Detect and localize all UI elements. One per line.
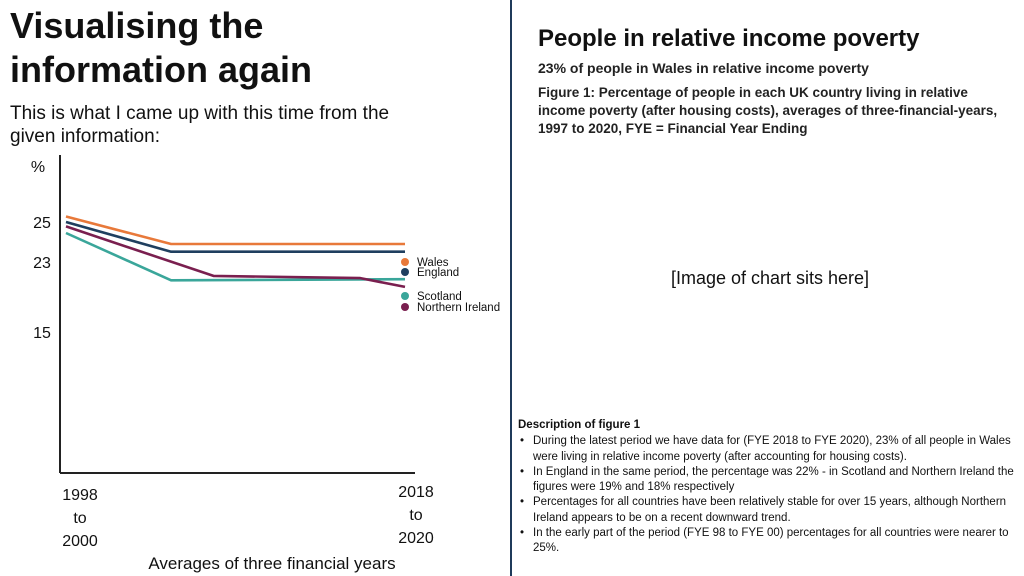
legend-label: England	[417, 267, 459, 279]
panel-divider	[510, 0, 512, 576]
figure-caption: Figure 1: Percentage of people in each U…	[538, 85, 998, 136]
legend-label: Northern Ireland	[417, 302, 500, 314]
legend-label: Wales	[417, 257, 449, 269]
y-tick-label: 15	[33, 325, 51, 342]
legend-label: Scotland	[417, 291, 462, 303]
legend-marker-scotland	[401, 292, 409, 300]
right-panel: People in relative income poverty 23% of…	[512, 0, 1024, 576]
legend-marker-england	[401, 268, 409, 276]
description-bullet: Percentages for all countries have been …	[518, 495, 1018, 526]
x-axis-label: Averages of three financial years	[148, 554, 395, 573]
series-line-wales	[65, 215, 405, 246]
y-tick-label: 25	[33, 215, 51, 232]
legend-marker-wales	[401, 258, 409, 266]
x-tick-label: 2018 to 2020	[398, 484, 434, 547]
series-line-scotland	[65, 231, 406, 282]
chart-placeholder: [Image of chart sits here]	[670, 268, 870, 288]
page-title: Visualising the information again	[10, 5, 313, 90]
section-title: People in relative income poverty	[538, 25, 920, 52]
figure-description: Description of figure 1 During the lates…	[518, 418, 1018, 557]
series-line-england	[65, 220, 405, 253]
description-bullet: In England in the same period, the perce…	[518, 465, 1018, 496]
description-title: Description of figure 1	[518, 419, 641, 431]
series-line-northern-ireland	[65, 225, 406, 289]
legend-marker-northern-ireland	[401, 303, 409, 311]
y-tick-label: 23	[33, 255, 51, 272]
left-panel: Visualising the information again This i…	[0, 0, 510, 576]
description-bullet: In the early part of the period (FYE 98 …	[518, 526, 1018, 557]
headline-stat: 23% of people in Wales in relative incom…	[538, 60, 869, 76]
y-axis-label: %	[31, 159, 45, 176]
page-subtitle: This is what I came up with this time fr…	[10, 103, 390, 147]
x-tick-label: 1998 to 2000	[62, 487, 98, 550]
description-list: During the latest period we have data fo…	[518, 434, 1018, 556]
description-bullet: During the latest period we have data fo…	[518, 434, 1018, 465]
